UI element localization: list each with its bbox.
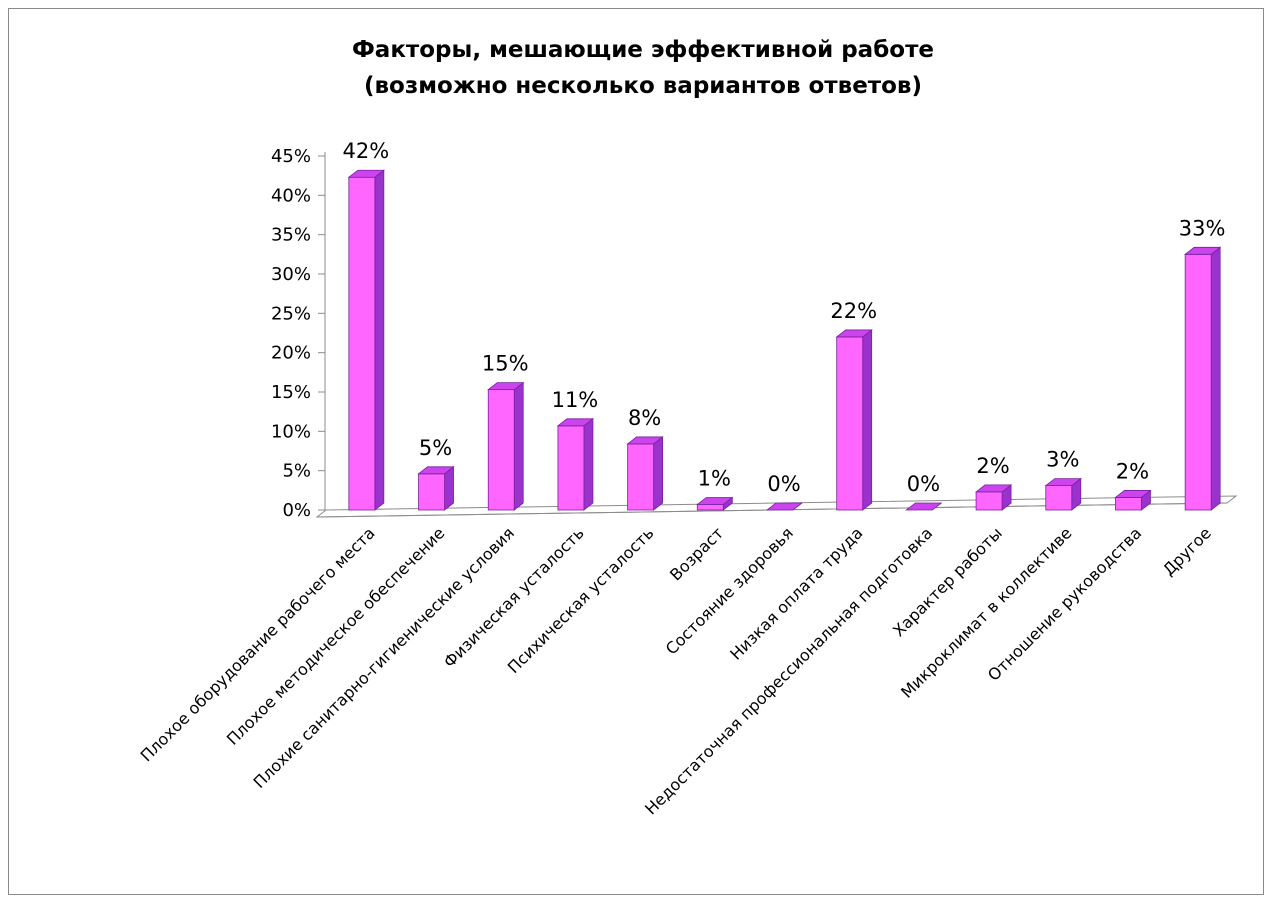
- bar-top: [626, 436, 664, 445]
- bar: [487, 381, 525, 511]
- category-label: Состояние здоровья: [662, 523, 797, 658]
- bar: [556, 418, 595, 511]
- bar-front: [836, 336, 864, 511]
- data-label: 2%: [976, 454, 1009, 478]
- data-label: 1%: [698, 466, 731, 490]
- bar: [417, 465, 455, 511]
- bar-side: [653, 436, 664, 511]
- data-label: 22%: [830, 299, 877, 323]
- data-labels: 42% 5% 15% 11% 8% 1% 0% 22% 0% 2% 3% 2% 33%: [343, 139, 1226, 496]
- bar-side: [444, 465, 454, 511]
- data-label: 5%: [419, 436, 452, 460]
- data-label: 0%: [907, 472, 940, 496]
- bar-front: [487, 389, 515, 511]
- bar-top: [487, 382, 525, 391]
- bar: [974, 484, 1013, 511]
- bar-top: [905, 502, 943, 511]
- bar-side: [513, 381, 524, 511]
- y-tick-label: 5%: [282, 461, 311, 482]
- bar: [1114, 489, 1152, 511]
- bar-front: [696, 504, 724, 511]
- category-label: Плохое оборудование рабочего места: [137, 523, 379, 765]
- bar: [626, 436, 664, 511]
- data-label: 42%: [343, 139, 390, 163]
- y-tick-label: 25%: [271, 303, 311, 324]
- y-axis: 0% 5% 10% 15% 20% 25% 30% 35% 40% 45%: [271, 146, 326, 521]
- bar-front: [418, 473, 445, 511]
- bar: [765, 502, 804, 511]
- category-label: Психическая усталость: [504, 523, 658, 677]
- data-label: 3%: [1046, 448, 1079, 472]
- bar-front: [627, 443, 655, 511]
- bar-top: [1044, 478, 1082, 487]
- bar-front: [1115, 497, 1142, 511]
- data-label: 8%: [628, 406, 661, 430]
- chart-title: Факторы, мешающие эффективной работе: [352, 37, 934, 63]
- bar-front: [975, 491, 1003, 511]
- data-label: 11%: [552, 388, 599, 412]
- bar-top: [765, 502, 804, 511]
- category-label: Физическая усталость: [440, 523, 588, 671]
- bar-side: [583, 418, 594, 511]
- bar-side: [1210, 246, 1221, 511]
- data-label: 0%: [767, 472, 800, 496]
- bar-top: [556, 418, 595, 427]
- bar-front: [1184, 253, 1212, 511]
- chart-subtitle: (возможно несколько вариантов ответов): [364, 73, 922, 99]
- chart-area: Факторы, мешающие эффективной работе (во…: [8, 8, 1264, 895]
- bar: [835, 329, 873, 511]
- bar-front: [1045, 485, 1073, 511]
- bar: [347, 169, 386, 511]
- category-label: Низкая оплата труда: [726, 523, 866, 663]
- y-tick-label: 10%: [271, 421, 311, 442]
- bar-side: [862, 329, 873, 511]
- data-label: 15%: [482, 352, 529, 376]
- bar-chart: Факторы, мешающие эффективной работе (во…: [137, 37, 1238, 818]
- bar-side: [374, 169, 385, 511]
- y-tick-label: 40%: [271, 185, 311, 206]
- bar: [905, 502, 943, 511]
- data-label: 2%: [1116, 459, 1149, 483]
- bar: [696, 496, 734, 511]
- bars: [347, 169, 1222, 511]
- bar: [1044, 477, 1082, 511]
- y-tick-label: 20%: [271, 343, 311, 364]
- y-tick-label: 15%: [271, 382, 311, 403]
- bar-top: [417, 466, 455, 475]
- bar-front: [557, 425, 585, 511]
- bar-top: [974, 484, 1013, 493]
- data-label: 33%: [1179, 216, 1226, 240]
- y-tick-label: 35%: [271, 225, 311, 246]
- y-tick-label: 45%: [271, 146, 311, 167]
- category-label: Плохие санитарно-гигиенические условия: [250, 523, 519, 792]
- bar: [1183, 246, 1222, 511]
- bar-top: [347, 169, 386, 178]
- category-label: Другое: [1159, 523, 1215, 579]
- bar-top: [835, 329, 873, 338]
- bar-front: [348, 176, 376, 511]
- bar-top: [696, 497, 734, 505]
- y-tick-label: 30%: [271, 264, 311, 285]
- x-axis-categories: Плохое оборудование рабочего местаПлохое…: [137, 523, 1215, 818]
- bar-top: [1114, 490, 1152, 498]
- bar-top: [1183, 246, 1222, 255]
- y-tick-label: 0%: [282, 500, 311, 521]
- category-label: Возраст: [666, 523, 727, 584]
